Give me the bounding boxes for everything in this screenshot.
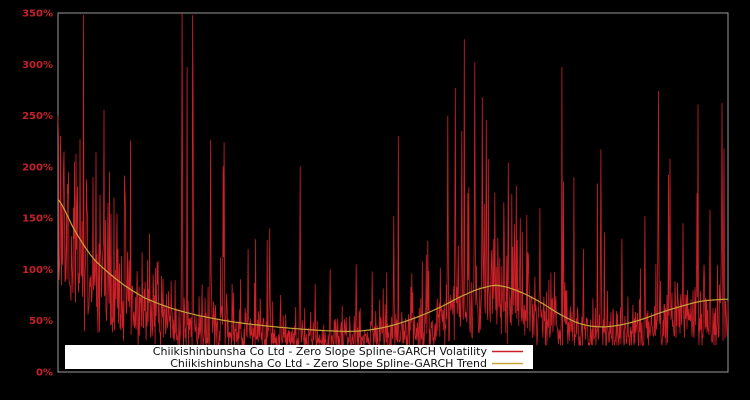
trend-series-line — [57, 199, 728, 332]
y-tick-label: 0% — [36, 368, 53, 379]
y-tick-label: 250% — [22, 111, 53, 122]
y-tick-label: 350% — [22, 9, 53, 20]
legend-label-volatility: Chiikishinbunsha Co Ltd - Zero Slope Spl… — [153, 345, 488, 358]
y-tick-label: 150% — [22, 214, 53, 225]
legend-label-trend: Chiikishinbunsha Co Ltd - Zero Slope Spl… — [170, 357, 487, 370]
volatility-series-line — [57, 12, 729, 347]
y-tick-label: 50% — [29, 316, 53, 327]
y-tick-label: 300% — [22, 60, 53, 71]
legend: Chiikishinbunsha Co Ltd - Zero Slope Spl… — [65, 345, 533, 370]
y-tick-label: 100% — [22, 265, 53, 276]
plot-area-border — [57, 12, 729, 373]
legend-box — [65, 345, 533, 369]
y-tick-label: 200% — [22, 162, 53, 173]
y-axis-labels: 0% 50% 100% 150% 200% 250% 300% 350% — [22, 9, 53, 379]
